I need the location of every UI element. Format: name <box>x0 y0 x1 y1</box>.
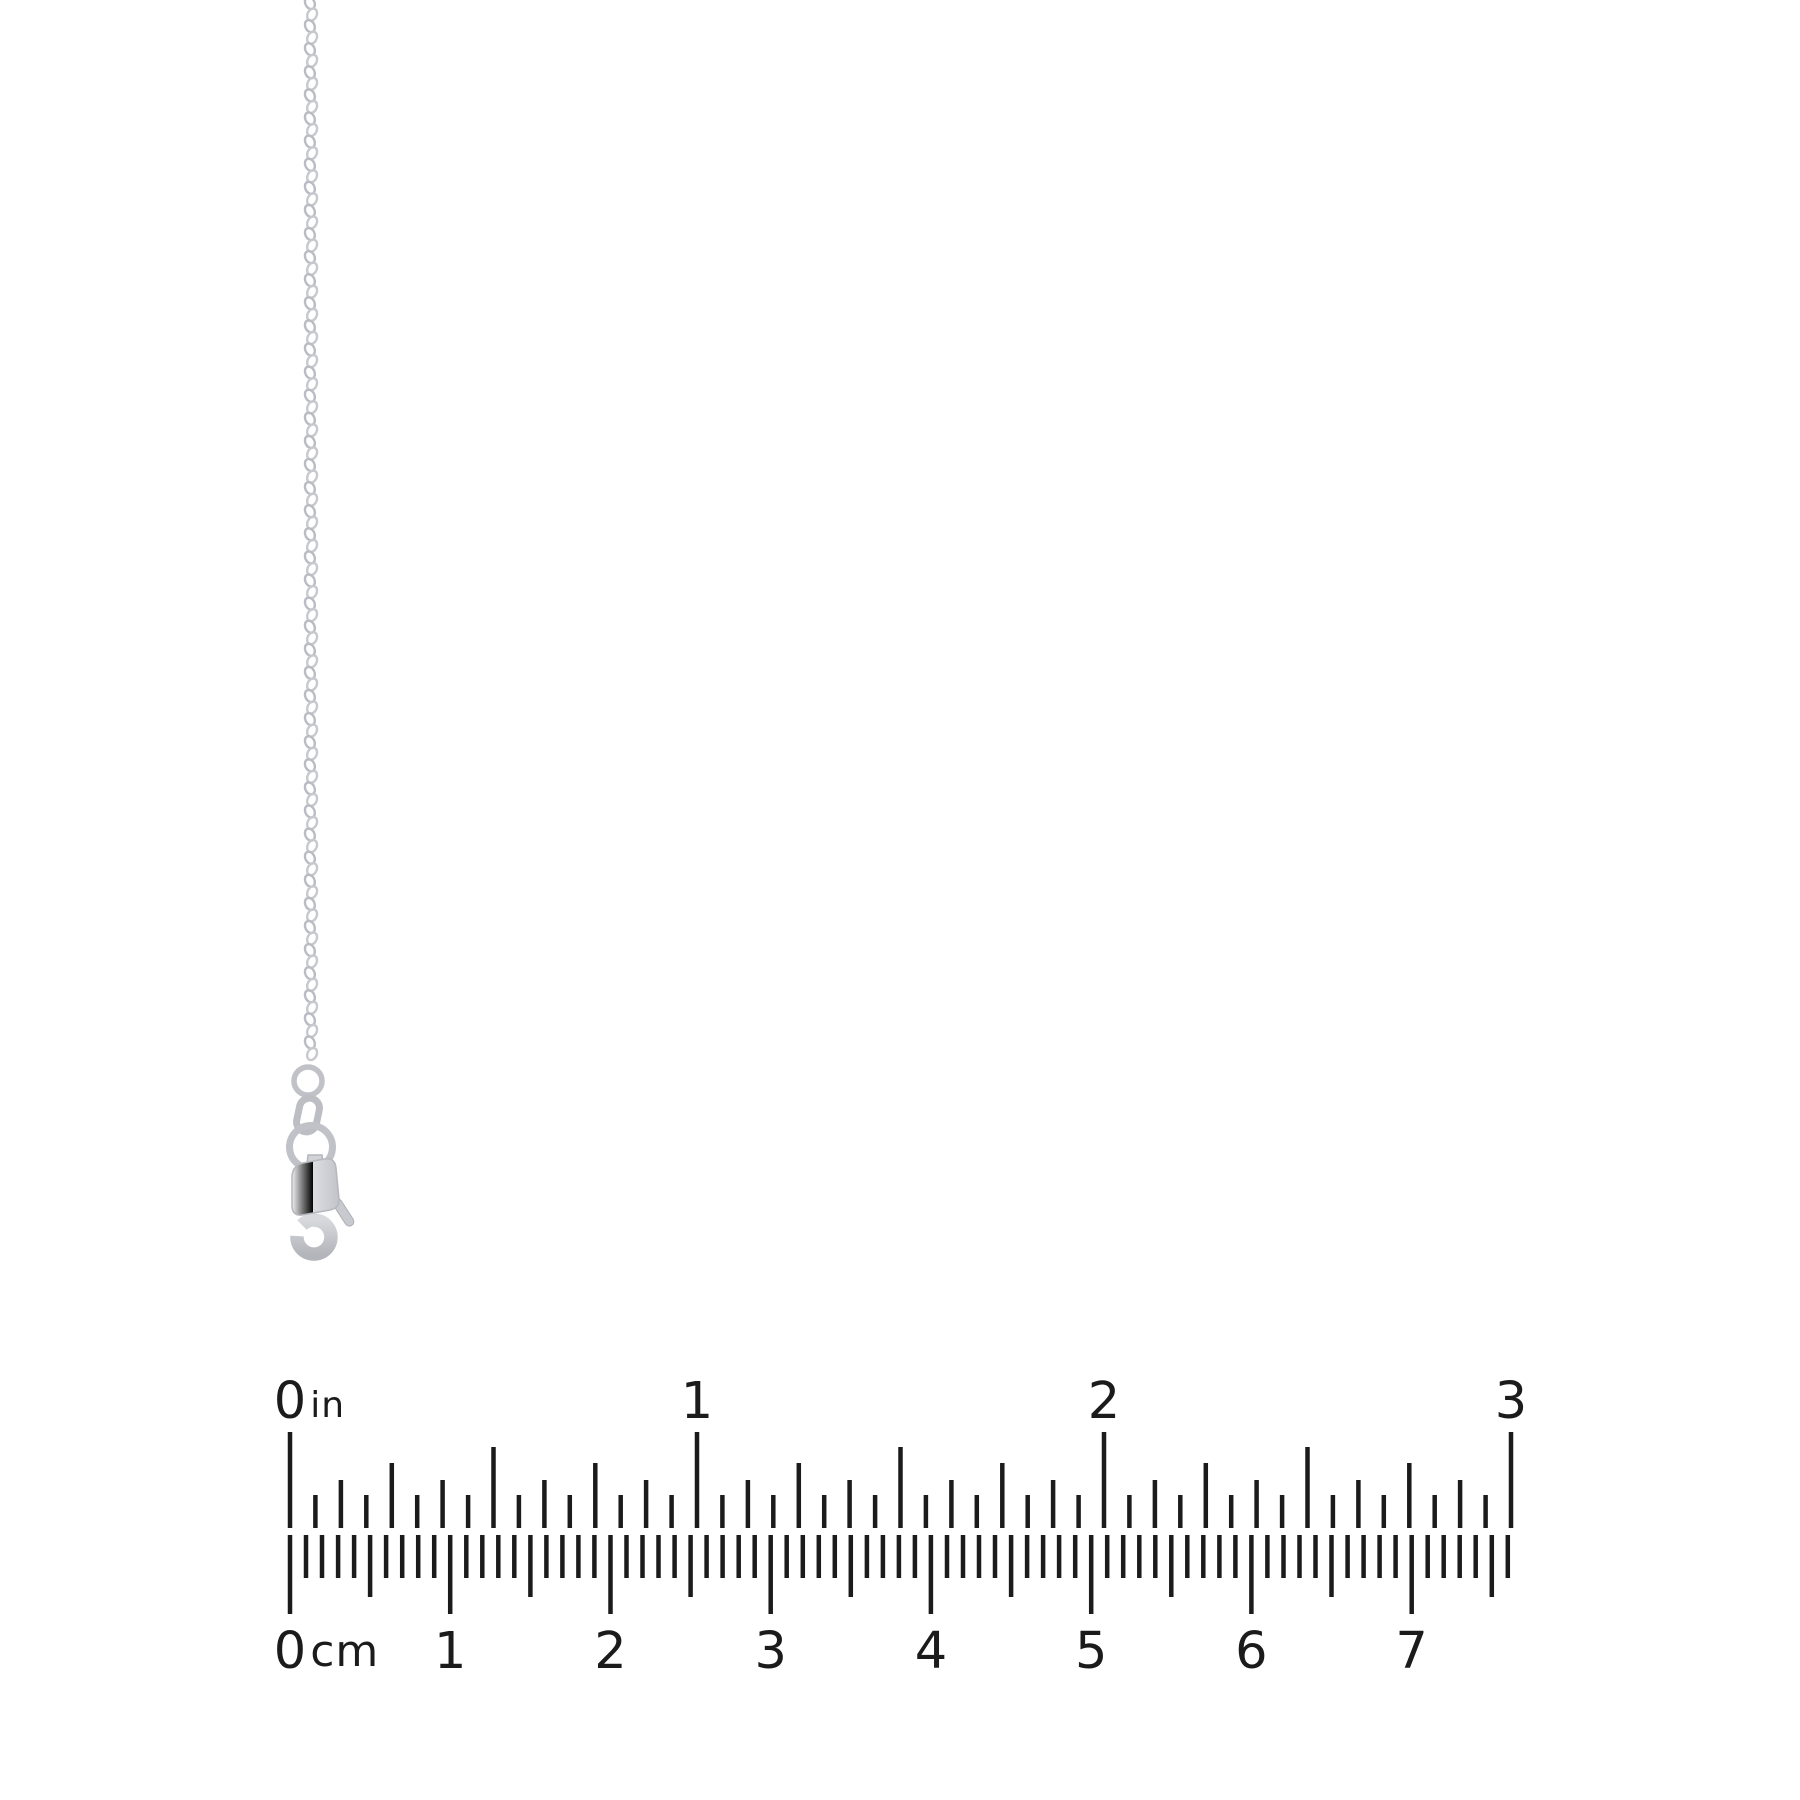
unit-label-in: in <box>310 1385 346 1426</box>
cm-label-3: 3 <box>754 1626 786 1677</box>
cm-label-2: 2 <box>594 1626 626 1677</box>
ruler-number: 0 <box>273 1622 307 1681</box>
cm-label-6: 6 <box>1235 1626 1267 1677</box>
cm-label-4: 4 <box>915 1626 947 1677</box>
unit-label-cm: cm <box>310 1626 380 1677</box>
jump-ring <box>291 1064 325 1098</box>
ruler-number: 2 <box>594 1622 627 1681</box>
cm-label-5: 5 <box>1075 1626 1107 1677</box>
ruler-cm-ticks <box>287 1535 1511 1614</box>
chain-link <box>305 1046 319 1062</box>
connector-link <box>293 1094 323 1136</box>
ruler-inch-ticks <box>287 1432 1514 1528</box>
lobster-clasp-body <box>291 1157 340 1216</box>
ruler-number: 2 <box>1087 1372 1121 1431</box>
inch-label-2: 2 <box>1088 1376 1120 1427</box>
lobster-clasp-hook <box>290 1213 338 1261</box>
ruler-number: 0 <box>273 1372 307 1431</box>
ruler-number: 3 <box>754 1622 787 1681</box>
lobster-clasp <box>290 1157 355 1261</box>
cm-label-1: 1 <box>434 1626 466 1677</box>
cm-label-7: 7 <box>1395 1626 1427 1677</box>
ruler-number: 6 <box>1235 1622 1268 1681</box>
ruler-number: 1 <box>680 1372 714 1431</box>
inch-label-3: 3 <box>1495 1376 1527 1427</box>
ruler-number: 7 <box>1395 1622 1428 1681</box>
ruler-number: 3 <box>1494 1372 1528 1431</box>
inch-label-1: 1 <box>681 1376 713 1427</box>
ruler-number: 5 <box>1074 1622 1108 1681</box>
cable-chain <box>303 0 319 1062</box>
ruler-number: 1 <box>434 1622 467 1681</box>
inch-label-0: 0 in <box>273 1372 344 1431</box>
cm-label-0: 0 cm <box>273 1622 379 1681</box>
ruler-number: 4 <box>914 1622 948 1681</box>
